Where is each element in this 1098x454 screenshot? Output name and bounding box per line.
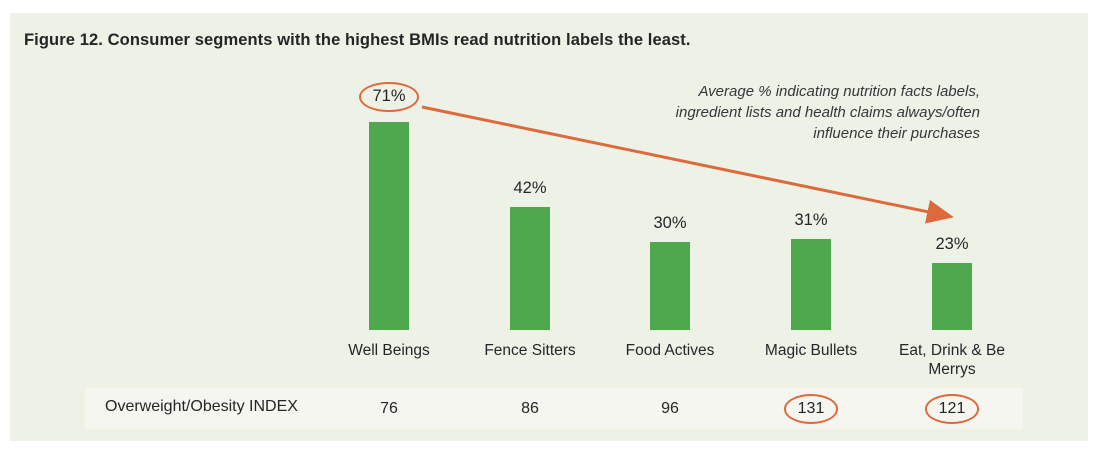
- bar-well-beings: [369, 122, 409, 330]
- category-label-magic-bullets: Magic Bullets: [764, 342, 858, 359]
- bar-value: 23%: [935, 235, 969, 253]
- category-label-eat-drink-be-merrys: Eat, Drink & Be Merrys: [899, 342, 1005, 378]
- annotation-line-3: influence their purchases: [813, 125, 980, 142]
- bar-value-label-fence-sitters: 42%: [450, 179, 610, 198]
- chart-annotation: Average % indicating nutrition facts lab…: [560, 81, 980, 144]
- index-value: 86: [521, 400, 539, 417]
- annotation-line-2: ingredient lists and health claims alway…: [675, 104, 980, 121]
- circled-value: 71%: [359, 82, 419, 112]
- annotation-line-1: Average % indicating nutrition facts lab…: [698, 83, 980, 100]
- index-row-label: Overweight/Obesity INDEX: [105, 398, 298, 415]
- bar-value-label-magic-bullets: 31%: [731, 211, 891, 230]
- index-value-magic-bullets: 131: [736, 394, 886, 424]
- index-value: 76: [380, 400, 398, 417]
- circled-index-value: 121: [924, 394, 980, 424]
- bar-value-label-well-beings: 71%: [309, 82, 469, 112]
- figure-title: Figure 12. Consumer segments with the hi…: [24, 31, 691, 49]
- bar-value: 42%: [513, 179, 547, 197]
- bar-value: 31%: [794, 211, 828, 229]
- bar-eat-drink-be-merrys: [932, 263, 972, 330]
- bar-food-actives: [650, 242, 690, 330]
- index-value-food-actives: 96: [595, 394, 745, 424]
- figure-panel: Figure 12. Consumer segments with the hi…: [10, 13, 1088, 441]
- bar-fence-sitters: [510, 207, 550, 330]
- index-value-well-beings: 76: [314, 394, 464, 424]
- category-label-well-beings: Well Beings: [348, 342, 430, 359]
- category-label-food-actives: Food Actives: [625, 342, 715, 359]
- index-value-fence-sitters: 86: [455, 394, 605, 424]
- index-value-eat-drink-be-merrys: 121: [877, 394, 1027, 424]
- bar-value-label-food-actives: 30%: [590, 214, 750, 233]
- index-value: 96: [661, 400, 679, 417]
- circled-index-value: 131: [783, 394, 839, 424]
- bar-magic-bullets: [791, 239, 831, 330]
- category-label-fence-sitters: Fence Sitters: [484, 342, 576, 359]
- index-row-background: [85, 388, 1023, 429]
- bar-value-label-eat-drink-be-merrys: 23%: [872, 235, 1032, 254]
- bar-value: 30%: [653, 214, 687, 232]
